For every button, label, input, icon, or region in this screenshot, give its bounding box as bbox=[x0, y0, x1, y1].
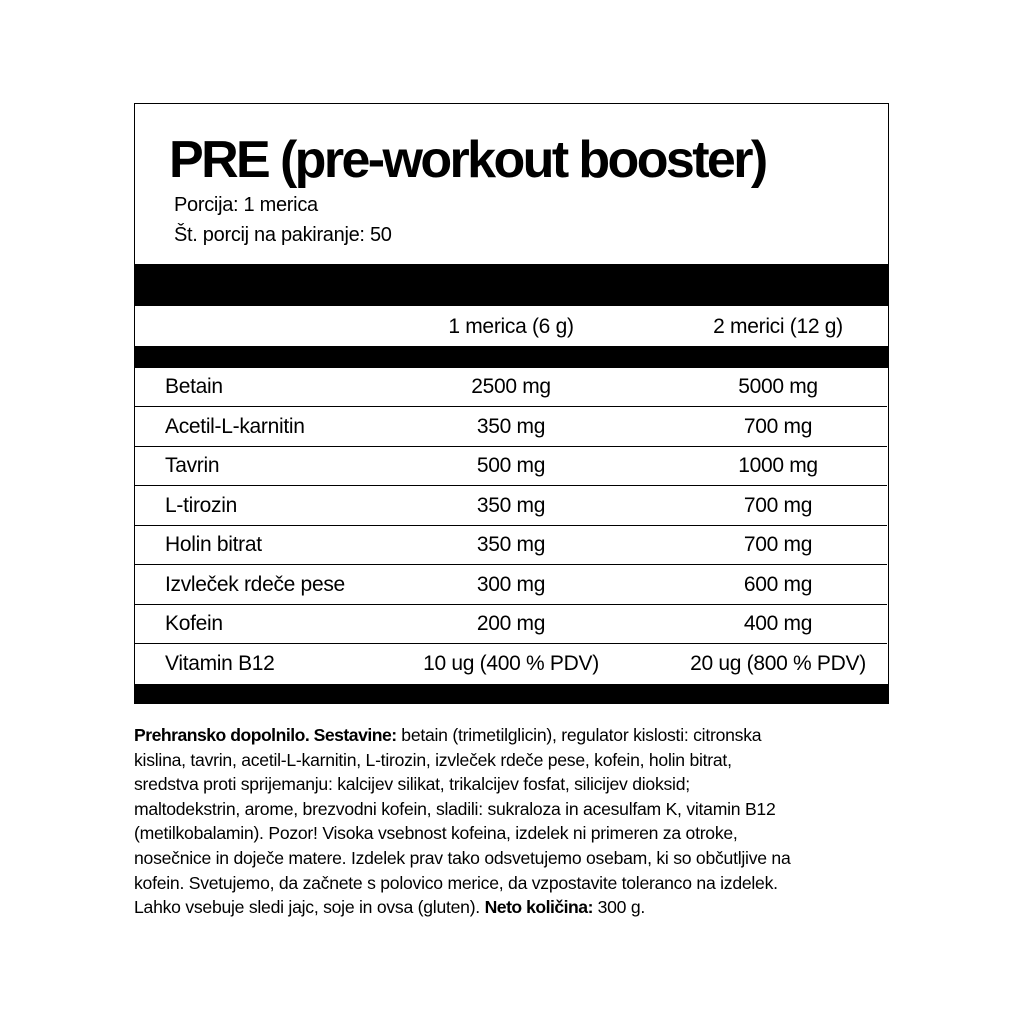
text-line: (metilkobalamin). Pozor! Visoka vsebnost… bbox=[134, 821, 790, 846]
ingredient-amount: 700 mg bbox=[743, 533, 813, 556]
text-segment: betain (trimetilglicin), regulator kislo… bbox=[396, 725, 762, 745]
ingredient-name: Vitamin B12 bbox=[165, 651, 275, 675]
ingredient-amount: 20 ug (800 % PDV) bbox=[690, 651, 866, 675]
table-row: L-tirozin 350 mg 700 mg bbox=[135, 487, 887, 526]
ingredient-amount: 1000 mg bbox=[738, 454, 818, 477]
ingredients-text: Prehransko dopolnilo. Sestavine: betain … bbox=[134, 723, 791, 920]
ingredient-amount: 350 mg bbox=[476, 414, 546, 438]
text-segment: maltodekstrin, arome, brezvodni kofein, … bbox=[134, 798, 776, 819]
ingredient-amount: 350 mg bbox=[476, 533, 546, 556]
text-segment: sredstva proti sprijemanju: kalcijev sil… bbox=[134, 774, 690, 795]
ingredient-name: Holin bitrat bbox=[165, 533, 262, 556]
ingredient-amount: 700 mg bbox=[743, 414, 813, 438]
ingredient-name: L-tirozin bbox=[165, 493, 237, 517]
text-segment: (metilkobalamin). Pozor! Visoka vsebnost… bbox=[134, 823, 738, 844]
text-line: maltodekstrin, arome, brezvodni kofein, … bbox=[134, 797, 790, 822]
text-segment: Lahko vsebuje sledi jajc, soje in ovsa (… bbox=[134, 897, 485, 918]
text-line: sredstva proti sprijemanju: kalcijev sil… bbox=[134, 772, 790, 797]
bold-label: Neto količina: bbox=[484, 897, 594, 918]
table-row: Holin bitrat 350 mg 700 mg bbox=[135, 526, 887, 565]
bold-label: Prehransko dopolnilo. Sestavine: bbox=[134, 725, 397, 745]
servings-per-pack: Št. porcij na pakiranje: 50 bbox=[174, 224, 392, 246]
table-row: Tavrin 500 mg 1000 mg bbox=[135, 447, 887, 486]
text-line: Prehransko dopolnilo. Sestavine: betain … bbox=[134, 723, 790, 748]
table-row: Betain 2500 mg 5000 mg bbox=[135, 368, 887, 407]
text-line: Lahko vsebuje sledi jajc, soje in ovsa (… bbox=[134, 895, 790, 920]
divider-band bbox=[133, 346, 889, 368]
text-segment: 300 g. bbox=[592, 897, 646, 918]
ingredient-name: Kofein bbox=[165, 612, 223, 635]
serving-size: Porcija: 1 merica bbox=[174, 194, 318, 216]
ingredient-amount: 10 ug (400 % PDV) bbox=[423, 651, 599, 675]
text-line: nosečnice in doječe matere. Izdelek prav… bbox=[134, 846, 791, 871]
ingredient-amount: 5000 mg bbox=[738, 375, 818, 398]
ingredient-amount: 2500 mg bbox=[471, 375, 551, 398]
column-header: 2 merici (12 g) bbox=[713, 315, 843, 338]
ingredient-amount: 500 mg bbox=[476, 454, 546, 477]
ingredient-name: Acetil-L-karnitin bbox=[165, 414, 305, 438]
ingredient-name: Betain bbox=[165, 375, 223, 398]
table-row: Izvleček rdeče pese 300 mg 600 mg bbox=[135, 566, 887, 605]
ingredient-name: Tavrin bbox=[165, 454, 220, 477]
text-line: kofein. Svetujemo, da začnete s polovico… bbox=[134, 871, 790, 896]
ingredient-name: Izvleček rdeče pese bbox=[165, 572, 345, 596]
ingredient-amount: 300 mg bbox=[476, 572, 546, 596]
text-segment: kofein. Svetujemo, da začnete s polovico… bbox=[134, 872, 778, 893]
table-header: 1 merica (6 g) 2 merici (12 g) bbox=[135, 306, 887, 346]
table-row: Acetil-L-karnitin 350 mg 700 mg bbox=[135, 408, 887, 447]
ingredient-amount: 400 mg bbox=[743, 612, 813, 635]
ingredient-amount: 700 mg bbox=[743, 493, 813, 517]
text-segment: kislina, tavrin, acetil-L-karnitin, L-ti… bbox=[134, 749, 732, 770]
ingredient-amount: 600 mg bbox=[743, 572, 813, 596]
column-header: 1 merica (6 g) bbox=[448, 315, 574, 338]
nutrition-label: PRE (pre-workout booster) Porcija: 1 mer… bbox=[133, 103, 889, 704]
text-line: kislina, tavrin, acetil-L-karnitin, L-ti… bbox=[134, 748, 790, 773]
text-segment: nosečnice in doječe matere. Izdelek prav… bbox=[134, 847, 791, 868]
ingredient-amount: 350 mg bbox=[476, 493, 546, 517]
table-row: Kofein 200 mg 400 mg bbox=[135, 605, 887, 644]
divider-band bbox=[133, 264, 889, 306]
ingredient-amount: 200 mg bbox=[476, 612, 546, 635]
table-row: Vitamin B12 10 ug (400 % PDV) 20 ug (800 %… bbox=[135, 645, 887, 684]
divider-band bbox=[133, 684, 889, 704]
product-title: PRE (pre-workout booster) bbox=[169, 131, 768, 189]
